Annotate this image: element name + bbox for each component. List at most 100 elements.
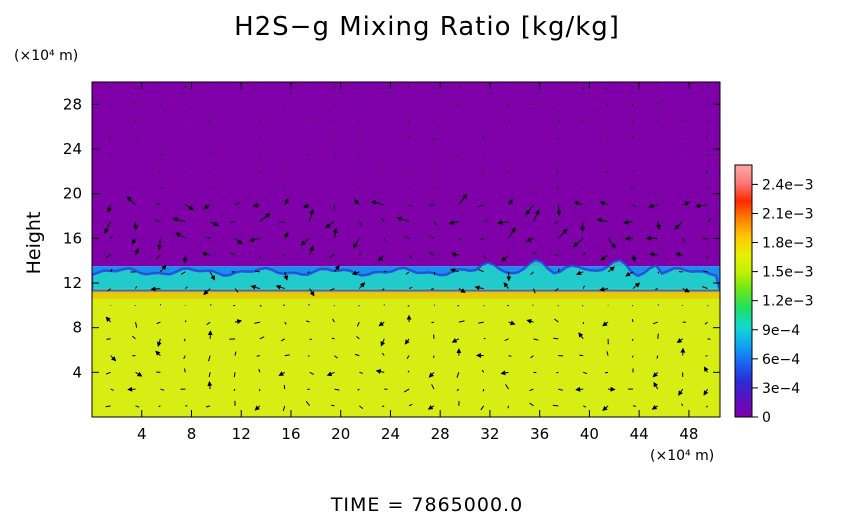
velocity-arrow bbox=[581, 87, 584, 90]
velocity-arrow bbox=[481, 170, 485, 173]
velocity-arrow bbox=[427, 404, 435, 410]
velocity-arrow bbox=[356, 321, 360, 327]
velocity-arrow bbox=[652, 371, 659, 378]
velocity-arrow bbox=[675, 252, 683, 257]
velocity-arrow bbox=[676, 338, 683, 343]
velocity-arrow bbox=[480, 405, 485, 411]
velocity-arrow bbox=[135, 137, 138, 139]
velocity-arrow bbox=[631, 338, 634, 341]
velocity-arrow bbox=[430, 236, 435, 239]
velocity-arrow bbox=[408, 403, 413, 407]
colorbar-tick-label: 1.8e−3 bbox=[762, 236, 814, 252]
velocity-arrow bbox=[254, 270, 260, 273]
velocity-arrow bbox=[207, 380, 213, 390]
velocity-arrow bbox=[554, 288, 559, 292]
velocity-arrow bbox=[582, 252, 586, 256]
velocity-arrow bbox=[283, 231, 289, 239]
velocity-arrow bbox=[507, 103, 509, 106]
velocity-arrow bbox=[282, 254, 286, 257]
velocity-arrow bbox=[573, 200, 584, 206]
velocity-arrow bbox=[580, 221, 586, 232]
velocity-arrow bbox=[482, 388, 485, 392]
velocity-arrow bbox=[657, 271, 660, 274]
velocity-arrow bbox=[309, 338, 313, 341]
velocity-arrow bbox=[357, 154, 360, 156]
velocity-arrow bbox=[230, 252, 236, 256]
velocity-arrow bbox=[354, 353, 360, 357]
velocity-arrow bbox=[183, 338, 186, 342]
velocity-arrow bbox=[508, 227, 516, 239]
velocity-arrow bbox=[556, 137, 559, 140]
velocity-arrow bbox=[433, 221, 438, 226]
x-tick-label: 20 bbox=[331, 425, 350, 443]
x-unit-label: (×10⁴ m) bbox=[650, 448, 714, 464]
y-axis-label: Height bbox=[23, 212, 45, 275]
velocity-arrow bbox=[359, 371, 363, 374]
velocity-arrow bbox=[431, 321, 435, 324]
velocity-arrow bbox=[107, 288, 111, 292]
velocity-arrow bbox=[557, 268, 560, 272]
velocity-arrow bbox=[329, 254, 335, 258]
velocity-arrow bbox=[233, 304, 236, 307]
velocity-arrow bbox=[707, 218, 711, 222]
velocity-arrow bbox=[707, 305, 709, 307]
velocity-arrow bbox=[450, 252, 459, 257]
velocity-arrow bbox=[458, 288, 466, 293]
velocity-arrow bbox=[653, 381, 659, 390]
velocity-arrow bbox=[248, 237, 260, 243]
velocity-arrow bbox=[706, 405, 708, 408]
velocity-arrow bbox=[702, 286, 708, 290]
velocity-arrow bbox=[353, 199, 360, 206]
velocity-arrow bbox=[458, 86, 461, 89]
velocity-arrow bbox=[408, 286, 413, 290]
velocity-arrow bbox=[533, 209, 540, 222]
velocity-arrow bbox=[682, 201, 691, 207]
velocity-arrow bbox=[407, 370, 410, 373]
velocity-arrow bbox=[131, 335, 136, 340]
velocity-arrow bbox=[381, 405, 385, 408]
velocity-arrow bbox=[554, 221, 559, 225]
velocity-arrow bbox=[532, 288, 536, 294]
velocity-arrow bbox=[331, 404, 335, 407]
velocity-arrow bbox=[209, 304, 212, 306]
velocity-arrow bbox=[451, 338, 460, 343]
velocity-arrow bbox=[651, 404, 659, 410]
x-tick-label: 12 bbox=[232, 425, 251, 443]
velocity-arrow bbox=[155, 254, 161, 259]
x-tick-label: 48 bbox=[679, 425, 698, 443]
velocity-arrow bbox=[656, 137, 659, 139]
velocity-arrow bbox=[206, 321, 211, 326]
velocity-arrow bbox=[358, 102, 360, 105]
velocity-arrow bbox=[532, 187, 534, 190]
velocity-arrow bbox=[599, 201, 609, 206]
velocity-arrow bbox=[429, 204, 435, 206]
velocity-arrow bbox=[706, 87, 708, 89]
velocity-arrow bbox=[681, 187, 683, 190]
velocity-arrow bbox=[481, 369, 485, 373]
velocity-arrow bbox=[105, 316, 112, 323]
velocity-arrow bbox=[205, 405, 211, 408]
velocity-arrow bbox=[309, 245, 314, 256]
velocity-arrow bbox=[657, 304, 660, 306]
y-tick-label: 28 bbox=[63, 95, 82, 113]
velocity-arrow bbox=[482, 136, 485, 139]
velocity-arrow bbox=[497, 220, 509, 225]
velocity-arrow bbox=[158, 170, 161, 173]
velocity-arrow bbox=[602, 405, 609, 411]
velocity-arrow bbox=[208, 120, 211, 123]
velocity-arrow bbox=[553, 337, 559, 340]
velocity-arrow bbox=[279, 221, 285, 224]
velocity-arrow bbox=[110, 355, 117, 362]
velocity-arrow bbox=[557, 86, 559, 88]
velocity-arrow bbox=[133, 120, 136, 123]
velocity-arrow bbox=[175, 232, 186, 239]
velocity-arrow bbox=[334, 154, 337, 156]
y-tick-label: 16 bbox=[63, 229, 82, 247]
x-tick-label: 8 bbox=[187, 425, 197, 443]
velocity-arrow bbox=[558, 388, 564, 391]
field-interface-edge bbox=[92, 258, 720, 293]
velocity-arrow bbox=[380, 338, 386, 347]
velocity-arrow bbox=[333, 85, 335, 88]
velocity-arrow bbox=[259, 336, 265, 340]
